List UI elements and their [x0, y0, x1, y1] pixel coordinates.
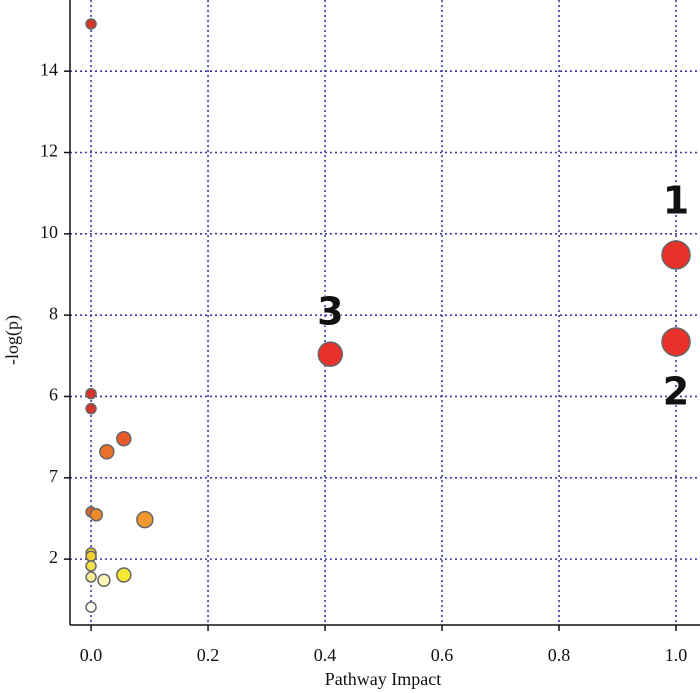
- annotation: 1: [663, 178, 689, 222]
- y-tick-label: 6: [49, 385, 58, 405]
- point: [661, 327, 691, 357]
- point: [85, 550, 97, 563]
- x-tick-label: 0.4: [314, 645, 337, 665]
- point: [89, 508, 104, 522]
- y-tick-label: 12: [40, 141, 58, 161]
- x-tick-label: 0.0: [80, 645, 103, 665]
- point: [317, 341, 344, 367]
- y-tick-label: 14: [40, 59, 58, 79]
- annotation: 3: [317, 290, 343, 334]
- point: [116, 431, 132, 447]
- annotation: 2: [663, 369, 689, 413]
- y-tick-label: 8: [49, 303, 58, 323]
- point: [116, 567, 132, 583]
- x-axis-label: Pathway Impact: [325, 669, 441, 689]
- point: [85, 402, 97, 415]
- point: [661, 240, 691, 270]
- y-axis-label: -log(p): [2, 315, 23, 365]
- y-tick-label: 7: [49, 466, 58, 486]
- point: [85, 387, 97, 400]
- x-tick-label: 0.2: [197, 645, 220, 665]
- x-tick-label: 1.0: [665, 645, 688, 665]
- point: [85, 18, 97, 30]
- point: [85, 571, 97, 583]
- y-tick-label: 2: [49, 547, 58, 567]
- y-tick-label: 10: [40, 222, 58, 242]
- point: [99, 444, 115, 460]
- point: [85, 560, 97, 572]
- x-tick-label: 0.6: [431, 645, 454, 665]
- point: [97, 573, 111, 588]
- x-tick-label: 0.8: [548, 645, 571, 665]
- point: [85, 601, 97, 613]
- point: [136, 510, 154, 529]
